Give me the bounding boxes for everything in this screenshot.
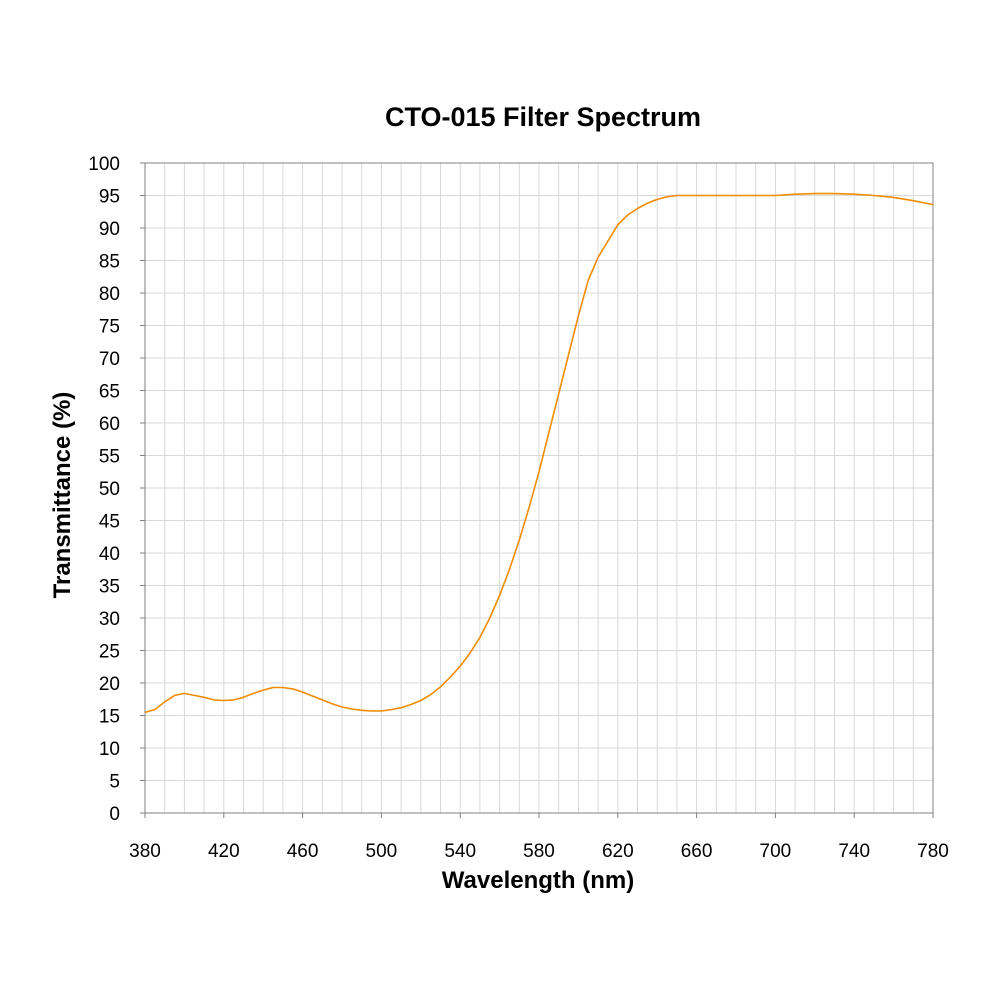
y-axis-label: Transmittance (%) bbox=[49, 392, 76, 599]
series-layer bbox=[144, 192, 934, 714]
x-tick-label: 780 bbox=[917, 841, 949, 862]
y-tick-label: 5 bbox=[109, 772, 120, 793]
y-tick-label: 35 bbox=[99, 577, 120, 598]
transmittance-line bbox=[144, 192, 934, 714]
x-tick-label: 700 bbox=[760, 841, 792, 862]
grid-lines bbox=[145, 163, 933, 813]
y-tick-label: 90 bbox=[99, 219, 120, 240]
x-tick-label: 420 bbox=[208, 841, 240, 862]
y-tick-label: 55 bbox=[99, 447, 120, 468]
y-tick-label: 45 bbox=[99, 512, 120, 533]
y-tick-label: 40 bbox=[99, 544, 120, 565]
x-tick-label: 540 bbox=[444, 841, 476, 862]
y-tick-label: 60 bbox=[99, 414, 120, 435]
y-tick-label: 15 bbox=[99, 707, 120, 728]
y-tick-label: 50 bbox=[99, 479, 120, 500]
x-axis-ticks: 380 420 460 500 540 580 620 660 700 740 780 bbox=[129, 813, 949, 862]
y-tick-label: 10 bbox=[99, 739, 120, 760]
y-tick-label: 95 bbox=[99, 187, 120, 208]
y-tick-label: 85 bbox=[99, 252, 120, 273]
x-tick-label: 460 bbox=[287, 841, 319, 862]
x-tick-label: 740 bbox=[838, 841, 870, 862]
y-axis-ticks: 0 5 10 15 20 25 30 35 40 45 50 55 60 65 70 75 80 85 90 95 10… bbox=[88, 154, 145, 825]
y-tick-label: 100 bbox=[88, 154, 120, 175]
x-tick-label: 620 bbox=[602, 841, 634, 862]
y-tick-label: 25 bbox=[99, 642, 120, 663]
chart-title: CTO-015 Filter Spectrum bbox=[385, 102, 701, 132]
y-tick-label: 65 bbox=[99, 382, 120, 403]
x-tick-label: 580 bbox=[523, 841, 555, 862]
y-tick-label: 0 bbox=[109, 804, 120, 825]
x-axis-label: Wavelength (nm) bbox=[442, 867, 634, 894]
x-tick-label: 380 bbox=[129, 841, 161, 862]
y-tick-label: 80 bbox=[99, 284, 120, 305]
y-tick-label: 20 bbox=[99, 674, 120, 695]
y-tick-label: 30 bbox=[99, 609, 120, 630]
y-tick-label: 75 bbox=[99, 317, 120, 338]
x-tick-label: 500 bbox=[366, 841, 398, 862]
y-tick-label: 70 bbox=[99, 349, 120, 370]
x-tick-label: 660 bbox=[681, 841, 713, 862]
